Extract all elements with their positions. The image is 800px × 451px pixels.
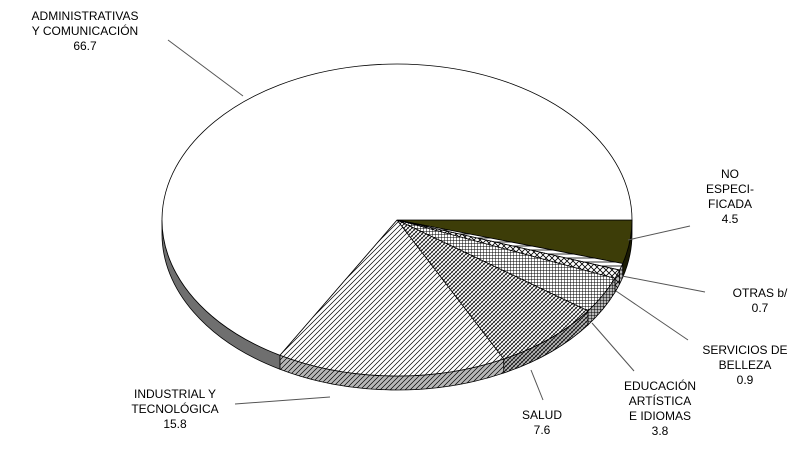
leader-line-industrial-y-tecnologica <box>234 396 331 405</box>
leader-line-administrativas-y-comunicacion <box>167 39 244 97</box>
pie-side-shade-servicios-de-belleza <box>614 270 620 293</box>
slice-label-administrativas-y-comunicacion: ADMINISTRATIVAS <box>32 9 139 23</box>
slice-label-educacion-artistica-e-idiomas: EDUCACIÓN <box>624 378 696 393</box>
leader-line-otras <box>621 275 706 293</box>
leader-line-salud <box>530 369 544 401</box>
slice-label-servicios-de-belleza: SERVICIOS DE <box>702 343 787 357</box>
slice-value-administrativas-y-comunicacion: 66.7 <box>73 39 97 53</box>
pie-slice-salud <box>396 219 589 360</box>
slice-value-educacion-artistica-e-idiomas: 3.8 <box>652 424 669 438</box>
pie-slice-administrativas-y-comunicacion <box>161 63 633 356</box>
slice-value-servicios-de-belleza: 0.9 <box>737 373 754 387</box>
pie-side-shade-industrial-y-tecnologica <box>279 355 504 390</box>
pie-side-shade-salud <box>503 310 588 373</box>
slice-label-no-especificada: FICADA <box>708 197 752 211</box>
slice-label-servicios-de-belleza: BELLEZA <box>719 358 772 372</box>
slice-value-industrial-y-tecnologica: 15.8 <box>163 417 187 431</box>
slice-label-otras: OTRAS b/ <box>733 286 788 300</box>
slice-label-no-especificada: NO <box>721 167 739 181</box>
slice-label-salud: SALUD <box>522 408 562 422</box>
pie-side-shade-administrativas-y-comunicacion <box>162 220 280 370</box>
pie-leaders <box>167 39 706 405</box>
leader-line-educacion-artistica-e-idiomas <box>591 322 635 372</box>
leader-line-servicios-de-belleza <box>615 290 689 341</box>
pie-side-shade-no-especificada <box>622 220 632 278</box>
slice-label-educacion-artistica-e-idiomas: ARTÍSTICA <box>629 393 691 408</box>
slice-label-industrial-y-tecnologica: TECNOLÓGICA <box>131 401 218 416</box>
slice-label-no-especificada: ESPECI- <box>706 182 754 196</box>
slice-label-administrativas-y-comunicacion: Y COMUNICACIÓN <box>32 23 138 38</box>
pie-slice-industrial-y-tecnologica <box>279 219 505 377</box>
slice-label-industrial-y-tecnologica: INDUSTRIAL Y <box>134 387 216 401</box>
slice-value-otras: 0.7 <box>752 301 769 315</box>
pie-top <box>161 63 633 377</box>
slice-value-no-especificada: 4.5 <box>722 212 739 226</box>
slice-label-educacion-artistica-e-idiomas: E IDIOMAS <box>629 409 691 423</box>
slice-value-salud: 7.6 <box>534 423 551 437</box>
leader-line-no-especificada <box>627 225 691 241</box>
pie-side-shade-educacion-artistica-e-idiomas <box>587 278 615 325</box>
